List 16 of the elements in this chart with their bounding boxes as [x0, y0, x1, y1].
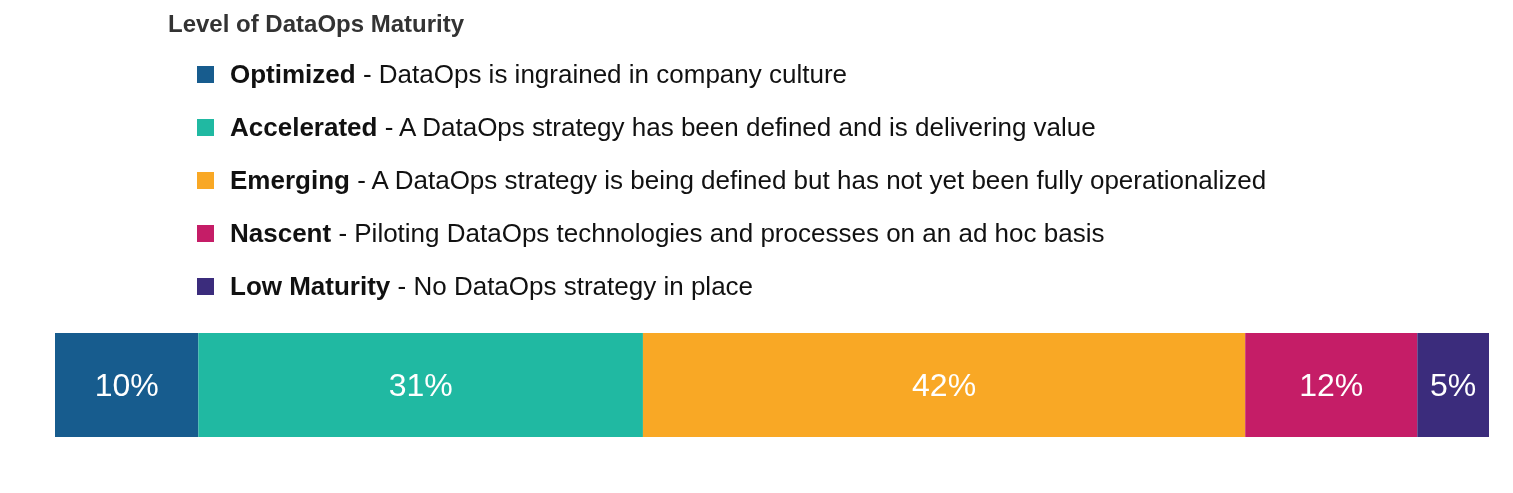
legend-label: Accelerated - A DataOps strategy has been defined and is delivering value [230, 112, 1096, 143]
legend-label: Nascent - Piloting DataOps technologies and processes on an ad hoc basis [230, 218, 1105, 249]
legend-label: Emerging - A DataOps strategy is being defined but has not yet been fully operationalized [230, 165, 1267, 196]
data-label: 10% [94, 367, 159, 403]
data-label: 42% [912, 367, 977, 403]
bar [198, 333, 643, 437]
bar [55, 333, 199, 437]
legend-title: Level of DataOps Maturity [168, 10, 466, 38]
data-label: 12% [1299, 367, 1364, 403]
bar [1245, 333, 1418, 437]
legend-label: Optimized - DataOps is ingrained in company culture [230, 59, 848, 90]
bar [1417, 333, 1489, 437]
bar [642, 333, 1246, 437]
legend-label: Low Maturity - No DataOps strategy in place [230, 271, 754, 302]
data-label: 31% [388, 367, 453, 403]
data-label: 5% [1430, 367, 1477, 403]
